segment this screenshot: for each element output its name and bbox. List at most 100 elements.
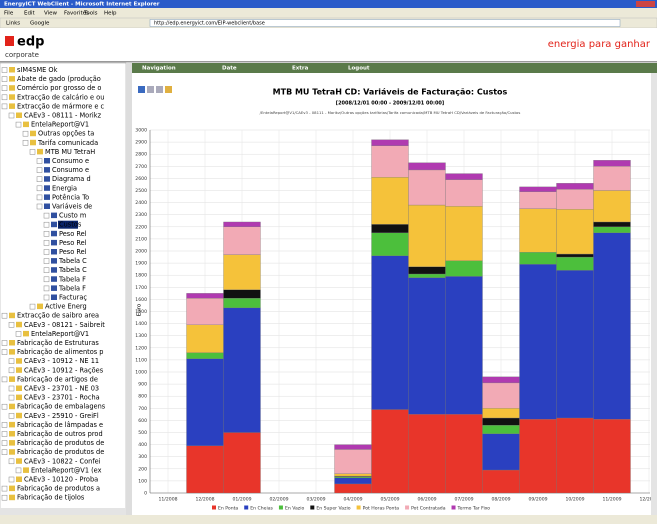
tree-expander[interactable] bbox=[8, 458, 15, 465]
tree-item[interactable]: CAEv3 - 23701 - NE 03 bbox=[24, 385, 99, 393]
tree-item[interactable]: Tabela F bbox=[58, 284, 86, 292]
tree-expander[interactable] bbox=[8, 385, 15, 392]
tree-expander[interactable] bbox=[8, 367, 15, 374]
tree-expander[interactable] bbox=[15, 121, 22, 128]
nav-item[interactable]: Date bbox=[222, 66, 237, 72]
tree-expander[interactable] bbox=[43, 240, 50, 246]
tree-scrollbar[interactable] bbox=[0, 508, 126, 515]
nav-item[interactable]: Extra bbox=[292, 66, 309, 72]
tree-item[interactable]: CAEv3 - 08111 - Morikz bbox=[24, 112, 102, 120]
tree-expander[interactable] bbox=[1, 340, 8, 346]
tree-item[interactable]: Fabricação de outros prod bbox=[17, 430, 103, 438]
tree-item[interactable]: sIM4SME Ok bbox=[17, 66, 58, 74]
tree-item[interactable]: Fabricação de embalagens bbox=[17, 403, 106, 411]
tree-expander[interactable] bbox=[1, 76, 8, 82]
tree-item[interactable]: Active Energ bbox=[45, 303, 87, 311]
tree-expander[interactable] bbox=[43, 231, 50, 237]
tree-item[interactable]: Fabricação de tijolos bbox=[17, 494, 85, 502]
tree-expander[interactable] bbox=[43, 294, 50, 301]
tree-item[interactable]: EntelaReport@V1 bbox=[31, 121, 89, 129]
tree-expander[interactable] bbox=[15, 467, 22, 474]
tree-item[interactable]: MTB MU TetraH bbox=[45, 148, 95, 156]
tree-item[interactable]: Fabricação de Estruturas bbox=[17, 339, 99, 347]
tree-item[interactable]: Fabricação de artigos de bbox=[17, 375, 98, 383]
tree-expander[interactable] bbox=[36, 158, 43, 164]
tree-expander[interactable] bbox=[8, 112, 15, 119]
tree-expander[interactable] bbox=[1, 376, 8, 383]
tree-expander[interactable] bbox=[1, 449, 8, 455]
tree-expander[interactable] bbox=[43, 267, 50, 273]
tree-item[interactable]: Extracção de calcário e ou bbox=[17, 93, 104, 101]
tree-item[interactable]: Outras opções ta bbox=[38, 130, 94, 138]
tree-item[interactable]: Peso Rel bbox=[59, 230, 87, 238]
tree-expander[interactable] bbox=[8, 476, 15, 483]
tree-expander[interactable] bbox=[36, 176, 43, 182]
tree-item[interactable]: Peso Rel bbox=[59, 248, 87, 256]
export-icon[interactable] bbox=[165, 86, 172, 93]
tree-item[interactable]: CAEv3 - 10912 - NE 11 bbox=[24, 357, 99, 365]
tree-item[interactable]: Peso Rel bbox=[59, 239, 87, 247]
tree-expander[interactable] bbox=[43, 276, 50, 283]
tree-expander[interactable] bbox=[36, 194, 43, 201]
tree-item[interactable]: Fabricação de produtos de bbox=[17, 448, 104, 456]
link-google[interactable]: Google bbox=[30, 21, 50, 27]
tree-expander[interactable] bbox=[43, 249, 50, 255]
tree-expander[interactable] bbox=[43, 258, 50, 264]
tree-expander[interactable] bbox=[8, 322, 15, 328]
tree-expander[interactable] bbox=[1, 85, 8, 91]
menu-item[interactable]: File bbox=[4, 11, 14, 17]
save-icon[interactable] bbox=[138, 86, 145, 93]
tree-item[interactable]: Tabela F bbox=[58, 275, 86, 283]
tree-item[interactable]: CAEv3 - 10822 - Confei bbox=[24, 457, 101, 465]
tree-item[interactable]: Comércio por grosso de o bbox=[17, 84, 101, 92]
tree-expander[interactable] bbox=[1, 440, 8, 446]
tree-expander[interactable] bbox=[1, 403, 8, 410]
tree-item[interactable]: Abate de gado (produção bbox=[17, 75, 101, 83]
tree-item[interactable]: Fabricação de produtos a bbox=[17, 485, 100, 493]
menu-item[interactable]: View bbox=[44, 11, 58, 17]
nav-item[interactable]: Logout bbox=[348, 66, 370, 72]
tree-expander[interactable] bbox=[1, 94, 8, 101]
tree-item[interactable]: EntelaReport@V1 (ex bbox=[31, 466, 102, 474]
links-label[interactable]: Links bbox=[6, 21, 20, 27]
tree-item[interactable]: Variáveis de bbox=[52, 203, 92, 211]
tree-expander[interactable] bbox=[43, 212, 50, 219]
tree-expander[interactable] bbox=[1, 103, 8, 110]
tree-item[interactable]: Fabricação de alimentos p bbox=[17, 348, 103, 356]
tree-expander[interactable] bbox=[1, 422, 8, 428]
tree-item[interactable]: Custos bbox=[59, 221, 82, 229]
tree-item[interactable]: Energia bbox=[52, 184, 77, 192]
menu-item[interactable]: Favorites bbox=[64, 11, 89, 17]
tree-expander[interactable] bbox=[36, 185, 43, 192]
tree-expander[interactable] bbox=[43, 221, 50, 228]
tree-item[interactable]: CAEv3 - 25910 - GreiFl bbox=[24, 412, 99, 420]
tree-item[interactable]: Tabela C bbox=[58, 257, 87, 265]
tree-item[interactable]: Potência To bbox=[52, 193, 89, 201]
nav-item[interactable]: Navigation bbox=[142, 66, 176, 72]
tree-item[interactable]: Fabricação de lâmpadas e bbox=[17, 421, 103, 429]
tree-item[interactable]: EntelaReport@V1 bbox=[31, 330, 89, 338]
print-icon[interactable] bbox=[147, 86, 154, 93]
tree-expander[interactable] bbox=[1, 494, 8, 501]
tree-item[interactable]: CAEv3 - 23701 - Rocha bbox=[24, 394, 100, 402]
tree-expander[interactable] bbox=[1, 312, 8, 319]
tree-expander[interactable] bbox=[36, 203, 43, 210]
tree-expander[interactable] bbox=[8, 358, 15, 364]
tree-expander[interactable] bbox=[36, 167, 43, 173]
tree-expander[interactable] bbox=[1, 485, 8, 492]
tree-expander[interactable] bbox=[1, 431, 8, 437]
tree-expander[interactable] bbox=[29, 149, 36, 155]
tree-item[interactable]: CAEv3 - 10120 - Proba bbox=[24, 476, 98, 484]
tree-expander[interactable] bbox=[1, 349, 8, 355]
panel-scrollbar[interactable] bbox=[651, 73, 657, 515]
menu-item[interactable]: Help bbox=[104, 11, 117, 17]
menu-item[interactable]: Tools bbox=[83, 11, 98, 17]
tree-item[interactable]: Tabela C bbox=[58, 266, 87, 274]
tree-item[interactable]: Consumo e bbox=[52, 157, 89, 165]
tree-item[interactable]: Extracção de saibro area bbox=[17, 312, 99, 320]
tree-item[interactable]: Fabricação de produtos de bbox=[17, 439, 104, 447]
copy-icon[interactable] bbox=[156, 86, 163, 93]
address-text[interactable]: http://edp.energyict.com/EIP-webclient/b… bbox=[154, 21, 265, 27]
tree-expander[interactable] bbox=[22, 140, 29, 146]
tree-expander[interactable] bbox=[43, 285, 50, 292]
